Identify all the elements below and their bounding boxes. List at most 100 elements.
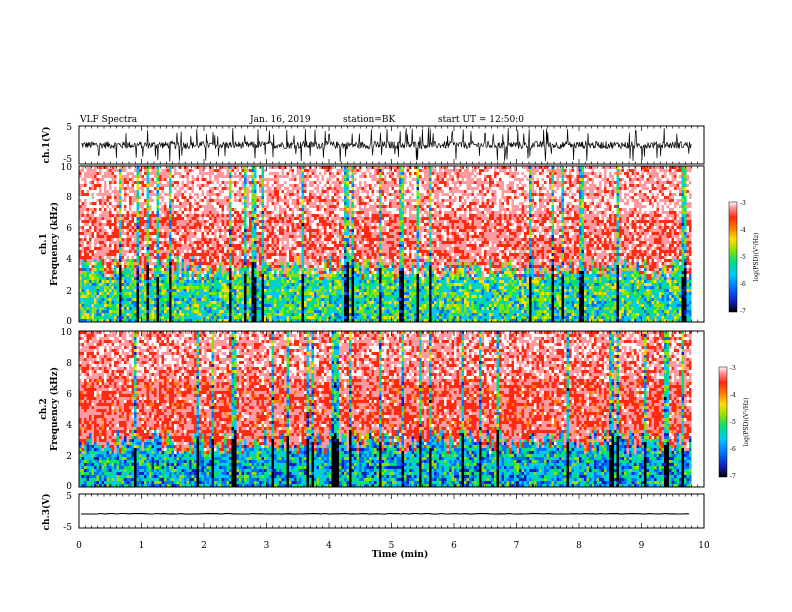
- spectrogram-cell: [277, 301, 280, 304]
- spectrogram-cell: [84, 232, 87, 235]
- spectrogram-cell: [159, 274, 162, 277]
- spectrogram-cell: [214, 220, 217, 223]
- spectrogram-cell: [252, 226, 255, 229]
- spectrogram-cell: [212, 211, 215, 214]
- spectrogram-cell: [197, 214, 200, 217]
- spectrogram-cell: [292, 178, 295, 181]
- spectrogram-cell: [209, 217, 212, 220]
- spectrogram-cell: [189, 187, 192, 190]
- spectrogram-cell: [312, 196, 315, 199]
- spectrogram-cell: [179, 310, 182, 313]
- spectrogram-cell: [309, 289, 312, 292]
- spectrogram-cell: [207, 238, 210, 241]
- spectrogram-cell: [249, 268, 252, 271]
- spectrogram-cell: [272, 193, 275, 196]
- spectrogram-cell: [267, 217, 270, 220]
- spectrogram-cell: [107, 196, 110, 199]
- spectrogram-cell: [314, 169, 317, 172]
- spectrogram-cell: [314, 220, 317, 223]
- spectrogram-cell: [152, 178, 155, 181]
- spectrogram-cell: [134, 187, 137, 190]
- spectrogram-cell: [87, 271, 90, 274]
- spectrogram-cell: [304, 301, 307, 304]
- spectrogram-cell: [167, 196, 170, 199]
- spectrogram-cell: [279, 184, 282, 187]
- spectrogram-cell: [317, 280, 320, 283]
- spectrogram-cell: [237, 199, 240, 202]
- spectrogram-cell: [292, 199, 295, 202]
- spectrogram-cell: [282, 256, 285, 259]
- spectrogram-cell: [257, 262, 260, 265]
- spectrogram-cell: [314, 175, 317, 178]
- spectrogram-cell: [267, 283, 270, 286]
- spectrogram-cell: [232, 280, 235, 283]
- spectrogram-cell: [192, 301, 195, 304]
- spectrogram-cell: [222, 187, 225, 190]
- spectrogram-cell: [262, 217, 265, 220]
- spectrogram-cell: [119, 181, 122, 184]
- spectrogram-cell: [114, 238, 117, 241]
- spectrogram-cell: [257, 193, 260, 196]
- spectrogram-cell: [207, 229, 210, 232]
- spectrogram-cell: [219, 259, 222, 262]
- spectrogram-cell: [244, 295, 247, 298]
- spectrogram-cell: [122, 268, 125, 271]
- spectrogram-cell: [284, 169, 287, 172]
- spectrogram-cell: [172, 295, 175, 298]
- spectrogram-cell: [82, 235, 85, 238]
- spectrogram-cell: [172, 193, 175, 196]
- spectrogram-cell: [119, 298, 122, 301]
- spectrogram-cell: [209, 247, 212, 250]
- spectrogram-cell: [224, 214, 227, 217]
- spectrogram-cell: [242, 211, 245, 214]
- spectrogram-cell: [292, 214, 295, 217]
- spectrogram-cell: [302, 217, 305, 220]
- spectrogram-cell: [142, 214, 145, 217]
- spectrogram-cell: [87, 181, 90, 184]
- spectrogram-cell: [209, 310, 212, 313]
- spectrogram-cell: [197, 196, 200, 199]
- spectrogram-cell: [169, 250, 172, 253]
- spectrogram-cell: [214, 265, 217, 268]
- spectrogram-cell: [237, 196, 240, 199]
- spectrogram-cell: [232, 196, 235, 199]
- spectrogram-cell: [174, 220, 177, 223]
- spectrogram-cell: [287, 187, 290, 190]
- spectrogram-cell: [112, 274, 115, 277]
- spectrogram-cell: [119, 172, 122, 175]
- spectrogram-cell: [287, 184, 290, 187]
- spectrogram-cell: [244, 253, 247, 256]
- spectrogram-cell: [302, 178, 305, 181]
- spectrogram-cell: [139, 229, 142, 232]
- spectrogram-cell: [202, 301, 205, 304]
- spectrogram-cell: [214, 214, 217, 217]
- spectrogram-cell: [254, 310, 257, 313]
- spectrogram-cell: [302, 298, 305, 301]
- spectrogram-cell: [219, 280, 222, 283]
- spectrogram-cell: [264, 217, 267, 220]
- spectrogram-cell: [234, 283, 237, 286]
- spectrogram-cell: [289, 280, 292, 283]
- spectrogram-cell: [294, 298, 297, 301]
- spectrogram-cell: [167, 307, 170, 310]
- spectrogram-cell: [274, 190, 277, 193]
- spectrogram-cell: [259, 241, 262, 244]
- spectrogram-cell: [162, 181, 165, 184]
- spectrogram-cell: [132, 199, 135, 202]
- spectrogram-cell: [177, 205, 180, 208]
- spectrogram-cell: [192, 268, 195, 271]
- spectrogram-cell: [269, 202, 272, 205]
- spectrogram-cell: [244, 313, 247, 316]
- spectrogram-cell: [269, 235, 272, 238]
- spectrogram-cell: [257, 286, 260, 289]
- spectrogram-cell: [297, 223, 300, 226]
- spectrogram-cell: [174, 172, 177, 175]
- spectrogram-cell: [154, 277, 157, 280]
- spectrogram-cell: [97, 190, 100, 193]
- spectrogram-cell: [277, 238, 280, 241]
- spectrogram-cell: [242, 235, 245, 238]
- spectrogram-cell: [137, 205, 140, 208]
- spectrogram-cell: [317, 298, 320, 301]
- spectrogram-cell: [127, 205, 130, 208]
- spectrogram-cell: [187, 232, 190, 235]
